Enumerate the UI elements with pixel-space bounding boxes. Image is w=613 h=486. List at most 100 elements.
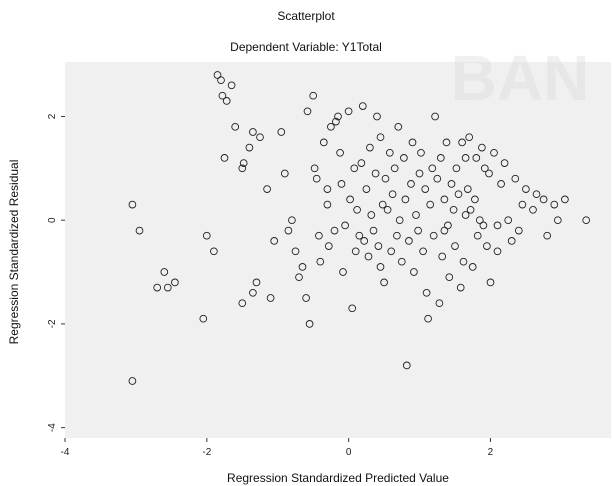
data-point: [238, 164, 247, 173]
data-point: [424, 314, 432, 323]
data-point: [553, 216, 562, 225]
data-point: [529, 205, 537, 214]
data-point: [436, 154, 445, 162]
data-point: [539, 195, 548, 204]
data-point: [459, 257, 468, 266]
data-point: [381, 174, 390, 183]
data-point: [199, 314, 208, 323]
data-point: [373, 112, 381, 121]
data-point: [447, 180, 456, 188]
data-point: [249, 128, 257, 136]
data-point: [473, 231, 482, 240]
data-point: [444, 221, 452, 230]
data-point: [451, 242, 459, 250]
data-point: [350, 164, 359, 173]
data-point: [323, 200, 332, 209]
data-point: [422, 288, 431, 297]
data-point: [357, 159, 366, 167]
data-point: [217, 76, 225, 85]
data-point: [532, 190, 541, 199]
data-point: [362, 185, 371, 193]
data-point: [312, 174, 321, 183]
data-point: [323, 185, 332, 193]
data-point: [449, 205, 458, 214]
data-point: [263, 185, 271, 193]
data-point: [468, 263, 477, 271]
data-point: [222, 97, 231, 105]
data-point: [429, 231, 438, 240]
data-point: [471, 195, 479, 204]
data-point: [490, 148, 498, 157]
x-tick-label: -2: [202, 447, 211, 458]
data-point: [128, 377, 137, 385]
x-axis-label: Regression Standardized Predicted Value: [227, 471, 449, 485]
data-point: [483, 242, 491, 250]
data-point: [485, 169, 493, 178]
data-point: [407, 180, 415, 188]
data-point: [435, 299, 444, 308]
data-point: [428, 164, 437, 173]
data-point: [202, 231, 211, 240]
data-point: [486, 278, 495, 287]
data-point: [366, 143, 374, 152]
data-point: [266, 294, 275, 302]
data-point: [284, 226, 293, 235]
data-point: [417, 148, 425, 157]
data-point: [302, 294, 310, 302]
data-point: [507, 237, 516, 245]
data-point: [327, 122, 335, 131]
data-point: [310, 164, 319, 173]
data-point: [358, 102, 367, 110]
data-point: [277, 128, 286, 136]
data-point: [394, 122, 403, 131]
data-point: [433, 174, 442, 183]
data-point: [461, 154, 470, 162]
chart-title: Scatterplot: [277, 9, 335, 23]
data-point: [220, 154, 229, 162]
data-point: [245, 143, 254, 152]
x-tick-label: 2: [488, 447, 494, 458]
watermark-text: BAN: [451, 42, 590, 114]
data-point: [466, 205, 475, 214]
data-point: [410, 268, 418, 276]
data-point: [153, 283, 162, 292]
data-point: [415, 169, 424, 178]
data-point: [376, 133, 385, 142]
data-point: [315, 231, 323, 240]
data-point: [256, 133, 264, 142]
data-point: [458, 138, 466, 147]
data-point: [475, 216, 484, 225]
data-point: [160, 268, 169, 276]
data-point: [376, 263, 385, 271]
data-point: [405, 237, 413, 245]
data-point: [351, 247, 360, 256]
x-axis-ticks: -4 -2 0 2: [61, 438, 494, 458]
data-point: [390, 164, 399, 173]
data-point: [288, 216, 296, 225]
data-point: [421, 185, 430, 193]
data-point: [497, 180, 505, 188]
chart-subtitle: Dependent Variable: Y1Total: [230, 40, 382, 54]
data-point: [445, 273, 454, 282]
data-point: [371, 169, 380, 178]
data-point: [336, 148, 344, 157]
data-point: [493, 247, 502, 256]
data-point: [400, 154, 408, 162]
data-point: [511, 174, 520, 183]
data-point: [440, 226, 449, 235]
data-point: [171, 278, 179, 287]
data-point: [419, 247, 427, 256]
data-point: [210, 247, 218, 256]
data-point: [518, 200, 527, 209]
data-point: [355, 231, 364, 240]
data-point: [438, 252, 447, 261]
data-point: [402, 361, 411, 370]
data-point: [163, 283, 172, 292]
data-point: [305, 320, 314, 328]
data-point: [135, 226, 144, 235]
data-point: [582, 216, 591, 225]
data-point: [303, 107, 312, 116]
data-point: [440, 195, 449, 204]
data-point: [334, 112, 342, 121]
data-point: [493, 221, 502, 230]
